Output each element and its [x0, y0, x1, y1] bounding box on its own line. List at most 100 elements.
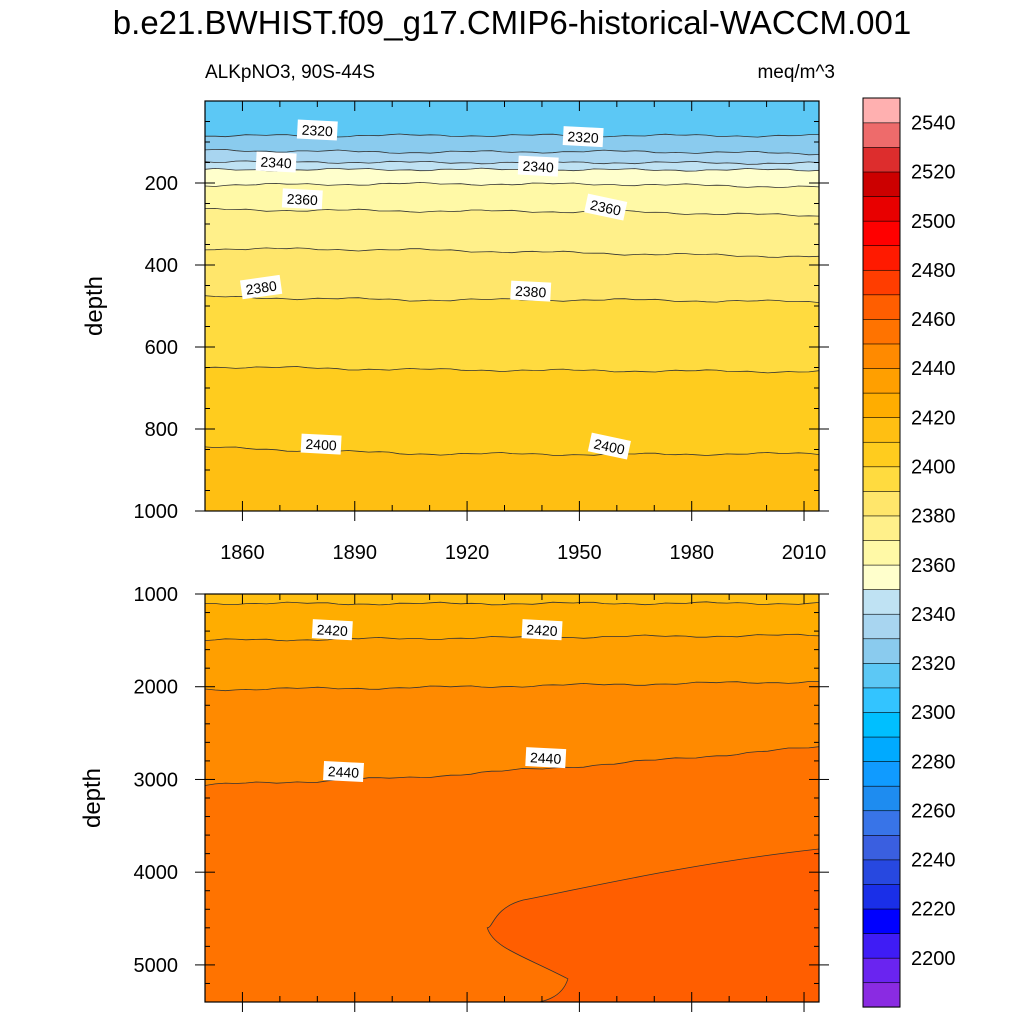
colorbar-label: 2240	[911, 850, 956, 872]
colorbar-label: 2520	[911, 162, 956, 184]
lower-y-tick-label: 1000	[134, 584, 179, 606]
upper-contour-label: 2340	[255, 151, 297, 173]
lower-y-tick-label: 3000	[134, 769, 179, 791]
colorbar-label: 2380	[911, 506, 956, 528]
colorbar-label: 2260	[911, 801, 956, 823]
upper-contour-line-2340	[205, 167, 819, 172]
lower-contour-label: 2420	[521, 619, 563, 641]
colorbar-box	[862, 417, 901, 443]
colorbar-box	[862, 711, 901, 738]
upper-y-tick-label: 600	[145, 337, 178, 359]
colorbar-box	[862, 908, 901, 934]
x-tick-label: 2010	[782, 542, 827, 564]
colorbar-label: 2500	[911, 211, 956, 233]
colorbar-box	[862, 269, 901, 296]
lower-panel: 2420 2420 2440 2440 1000 2000 3000 4000 5000 de…	[79, 584, 829, 1012]
colorbar-box	[862, 564, 901, 590]
colorbar-label: 2540	[911, 113, 956, 135]
upper-contour-label-text: 2380	[515, 283, 547, 301]
colorbar-box	[862, 367, 901, 394]
lower-contour-label-text: 2440	[328, 763, 360, 781]
upper-band-2400	[205, 446, 819, 511]
lower-contour-label: 2440	[323, 760, 364, 783]
upper-y-tick-label: 400	[145, 255, 178, 277]
upper-contour-label-text: 2400	[592, 436, 626, 458]
colorbar-box	[862, 318, 901, 345]
colorbar-label: 2200	[911, 948, 956, 970]
x-tick-label: 1980	[669, 542, 714, 564]
upper-panel: 2320 2320 2340 2340 2360 2360 2380 2380 2400 2400…	[81, 100, 829, 564]
upper-contour-label: 2380	[510, 280, 552, 302]
lower-y-tick-label: 4000	[134, 862, 179, 884]
colorbar-label: 2340	[911, 604, 956, 626]
lower-contour-label: 2420	[311, 619, 353, 641]
x-tick-label: 1890	[333, 542, 378, 564]
colorbar-label: 2400	[911, 457, 956, 479]
colorbar-box	[862, 343, 901, 369]
upper-contour-label-text: 2340	[260, 154, 292, 172]
colorbar-label: 2280	[911, 751, 956, 773]
colorbar-box	[862, 662, 901, 689]
upper-contour-label: 2400	[300, 433, 342, 455]
colorbar-box	[862, 392, 901, 418]
upper-contour-line-2320	[205, 148, 819, 156]
colorbar-frame	[862, 97, 901, 1008]
colorbar-box	[862, 687, 901, 713]
colorbar-box	[862, 539, 901, 566]
x-tick-label: 1920	[445, 542, 490, 564]
upper-y-tick-label: 800	[145, 419, 178, 441]
upper-contour-label: 2360	[584, 193, 628, 221]
colorbar-box	[862, 589, 901, 615]
colorbar-label: 2300	[911, 702, 956, 724]
upper-contour-label-text: 2360	[589, 197, 623, 219]
colorbar-box	[862, 97, 901, 124]
lower-contour-label-text: 2420	[526, 621, 558, 639]
lower-contour-line-2440	[205, 746, 819, 786]
colorbar-box	[862, 761, 901, 787]
colorbar-label: 2460	[911, 309, 956, 331]
colorbar-box	[862, 957, 901, 984]
colorbar-box	[862, 171, 901, 197]
colorbar-box	[862, 245, 901, 271]
lower-contour-label: 2440	[525, 747, 567, 769]
lower-contour-line-2430	[205, 681, 819, 692]
lower-contour-label-text: 2440	[530, 749, 562, 767]
lower-band-2450	[486, 848, 819, 1002]
upper-contour-label-text: 2320	[567, 128, 599, 146]
x-tick-label: 1950	[557, 542, 602, 564]
colorbar-label: 2440	[911, 358, 956, 380]
upper-contour-label: 2360	[281, 188, 323, 210]
colorbar-box	[862, 638, 901, 664]
colorbar-box	[862, 515, 901, 541]
upper-contour-label-text: 2340	[522, 158, 554, 176]
colorbar-box	[862, 466, 901, 492]
upper-contour-label: 2380	[240, 274, 283, 300]
lower-contour-label-text: 2420	[316, 621, 348, 639]
colorbar-label: 2420	[911, 407, 956, 429]
colorbar-box	[862, 294, 901, 320]
colorbar-label: 2360	[911, 555, 956, 577]
colorbar-box	[862, 883, 901, 910]
upper-contour-line-2360	[205, 207, 819, 217]
upper-y-tick-label: 200	[145, 173, 178, 195]
colorbar-label: 2220	[911, 899, 956, 921]
lower-y-tick-label: 5000	[134, 955, 179, 977]
variable-subtitle: ALKpNO3, 90S-44S	[205, 62, 376, 83]
upper-contour-label-text: 2320	[301, 122, 333, 140]
upper-y-axis-label: depth	[81, 276, 108, 336]
chart-title: b.e21.BWHIST.f09_g17.CMIP6-historical-WA…	[112, 4, 912, 41]
colorbar-box	[862, 785, 901, 812]
colorbar-label: 2480	[911, 260, 956, 282]
upper-y-tick-label: 1000	[134, 501, 179, 523]
colorbar: 2200 2220 2240 2260 2280 2300 2320 2340 2360 2380…	[862, 97, 956, 1008]
units-subtitle: meq/m^3	[757, 62, 835, 83]
upper-contour-line-2350	[205, 181, 819, 189]
upper-contour-line-2370	[205, 247, 819, 258]
colorbar-box	[862, 441, 901, 468]
colorbar-box	[862, 122, 901, 148]
lower-y-tick-label: 2000	[134, 677, 179, 699]
colorbar-box	[862, 736, 901, 762]
x-tick-label: 1860	[220, 542, 265, 564]
upper-contour-label-text: 2400	[305, 436, 337, 454]
